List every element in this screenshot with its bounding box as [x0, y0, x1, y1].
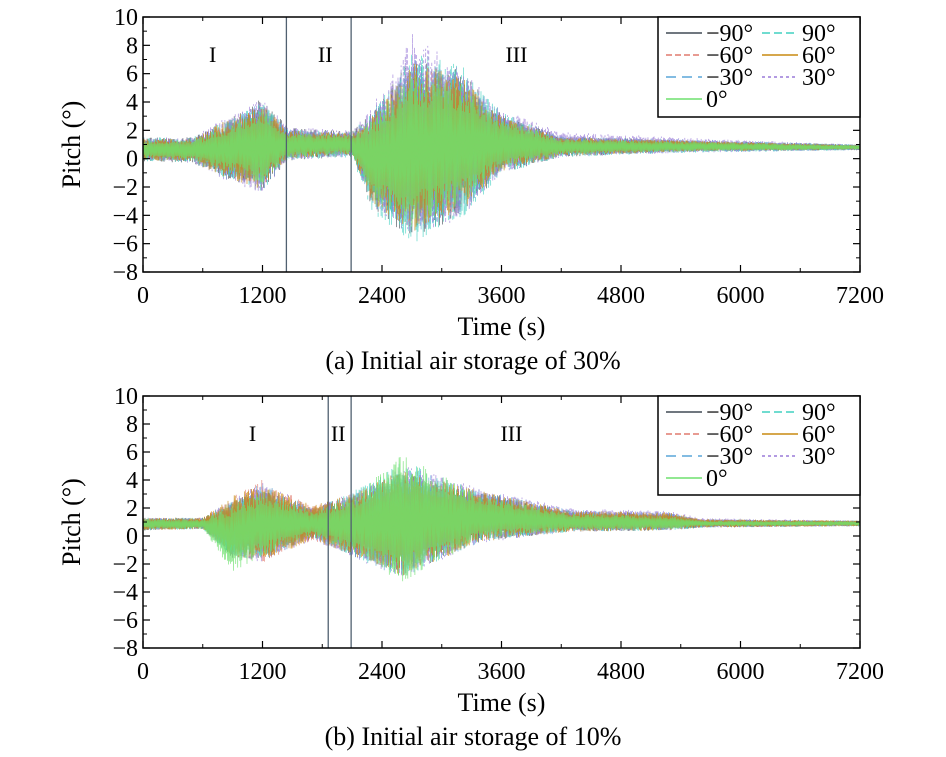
x-axis-label: Time (s)	[458, 312, 546, 341]
x-tick-label: 0	[137, 659, 149, 685]
x-tick-label: 6000	[717, 659, 765, 685]
y-tick-label: 8	[126, 33, 138, 59]
legend-label: 90°	[802, 21, 836, 47]
phase-label: I	[249, 421, 256, 446]
legend-label: 30°	[802, 444, 836, 470]
legend: −90°−60°−30°0° 90°60°30°	[657, 16, 861, 118]
x-tick-label: 7200	[836, 283, 884, 309]
y-tick-label: 0	[126, 524, 138, 550]
legend-label: −30°	[706, 65, 753, 91]
x-tick-label: 4800	[597, 283, 645, 309]
y-axis-label: Pitch (°)	[57, 101, 86, 189]
x-tick-label: 0	[137, 283, 149, 309]
series-line-4	[143, 74, 860, 227]
legend-label: 60°	[802, 422, 836, 448]
x-tick-label: 7200	[836, 659, 884, 685]
y-tick-label: 10	[114, 5, 138, 31]
panel-caption: (b) Initial air storage of 10%	[325, 722, 622, 751]
legend-label: −60°	[706, 43, 753, 69]
series-group	[143, 34, 860, 242]
series-line-7	[143, 34, 860, 232]
series-group	[143, 456, 860, 582]
legend-label: −60°	[706, 422, 753, 448]
phase-label: II	[318, 42, 333, 67]
phase-label: III	[500, 421, 522, 446]
x-tick-label: 6000	[717, 283, 765, 309]
x-tick-label: 1200	[239, 283, 287, 309]
y-tick-label: 4	[126, 90, 138, 116]
y-tick-label: 6	[126, 62, 138, 88]
y-tick-label: 10	[114, 384, 138, 410]
legend-label: 0°	[706, 466, 728, 492]
y-tick-label: −4	[112, 203, 138, 229]
phase-label: I	[209, 42, 216, 67]
x-tick-label: 3600	[478, 283, 526, 309]
legend-label: 60°	[802, 43, 836, 69]
y-tick-label: 2	[126, 118, 138, 144]
legend-label: 0°	[706, 87, 728, 113]
y-tick-label: −8	[112, 636, 138, 662]
y-tick-label: −6	[112, 608, 138, 634]
phase-label: III	[505, 42, 527, 67]
y-tick-label: 8	[126, 412, 138, 438]
legend-label: −30°	[706, 444, 753, 470]
x-tick-label: 1200	[239, 659, 287, 685]
y-axis-label: Pitch (°)	[57, 478, 86, 566]
y-tick-label: 0	[126, 147, 138, 173]
x-tick-label: 4800	[597, 659, 645, 685]
panel-caption: (a) Initial air storage of 30%	[325, 346, 620, 375]
y-tick-label: 6	[126, 440, 138, 466]
y-tick-label: −8	[112, 260, 138, 286]
y-tick-label: −4	[112, 580, 138, 606]
x-tick-label: 3600	[478, 659, 526, 685]
y-tick-label: −6	[112, 232, 138, 258]
y-tick-label: −2	[112, 552, 138, 578]
legend: −90°−60°−30°0° 90°60°30°	[657, 395, 861, 496]
legend-label: −90°	[706, 400, 753, 426]
y-tick-label: 2	[126, 496, 138, 522]
legend-label: 30°	[802, 65, 836, 91]
legend-label: 90°	[802, 400, 836, 426]
x-tick-label: 2400	[358, 659, 406, 685]
x-tick-label: 2400	[358, 283, 406, 309]
y-tick-label: −2	[112, 175, 138, 201]
y-tick-label: 4	[126, 468, 138, 494]
phase-label: II	[331, 421, 346, 446]
legend-label: −90°	[706, 21, 753, 47]
series-line-4	[143, 456, 860, 582]
x-axis-label: Time (s)	[458, 688, 546, 717]
